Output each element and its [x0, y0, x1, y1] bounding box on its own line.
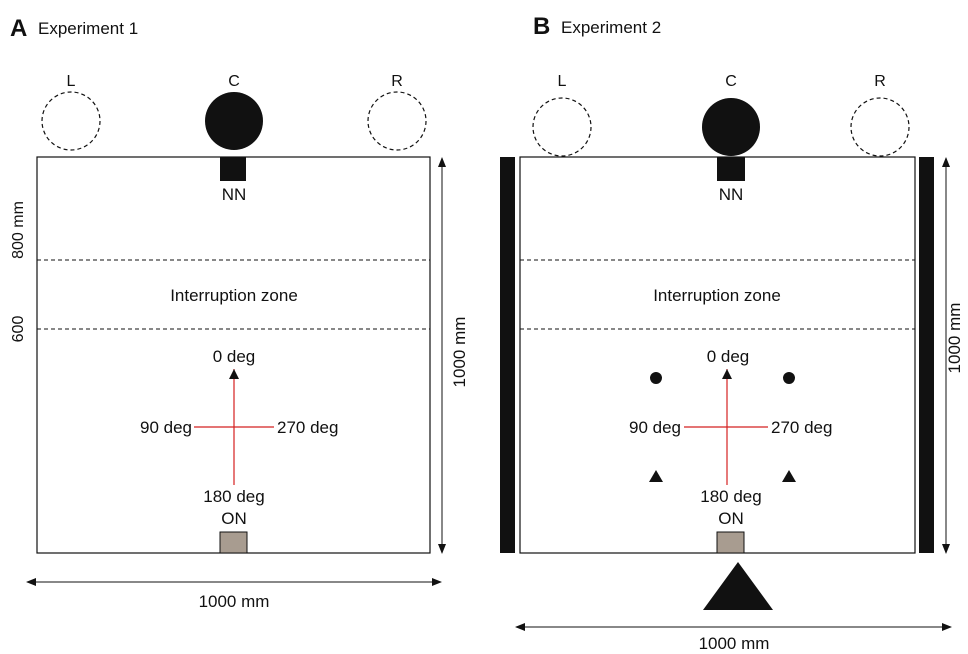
landmark-triangle-right [782, 470, 796, 482]
angle-90-label: 90 deg [140, 418, 192, 437]
speaker-left-label: L [67, 73, 76, 90]
landmark-circle-right [783, 372, 795, 384]
height-dimension-label: 1000 mm [945, 303, 964, 374]
on-box [716, 531, 745, 554]
nn-box [220, 157, 246, 181]
heading-arrow-icon [229, 369, 239, 379]
angle-180-label: 180 deg [203, 487, 264, 506]
speaker-center-label: C [228, 73, 240, 90]
nn-label: NN [719, 185, 744, 204]
heading-arrow-icon [722, 369, 732, 379]
angle-0-label: 0 deg [213, 347, 256, 366]
landmark-circle-left [650, 372, 662, 384]
on-label: ON [718, 509, 744, 528]
panel-a-letter: A [10, 15, 27, 42]
speaker-left-icon [41, 91, 101, 151]
angle-270-label: 270 deg [771, 418, 832, 437]
tick-800-label: 800 mm [10, 201, 27, 259]
angle-90-label: 90 deg [629, 418, 681, 437]
right-wall [919, 157, 934, 553]
width-dimension-label: 1000 mm [699, 634, 770, 653]
nn-label: NN [222, 185, 247, 204]
speaker-right-label: R [874, 73, 886, 90]
speaker-right-icon [850, 97, 910, 157]
panel-b-title: Experiment 2 [561, 18, 661, 37]
speaker-center-label: C [725, 73, 737, 90]
angle-0-label: 0 deg [707, 347, 750, 366]
speaker-left-icon [532, 97, 592, 157]
nn-box [717, 157, 745, 181]
interruption-zone-label: Interruption zone [653, 286, 781, 305]
angle-270-label: 270 deg [277, 418, 338, 437]
panel-b: B Experiment 2 L C R NN Interruption zon… [500, 13, 964, 653]
speaker-center-icon [205, 92, 263, 150]
left-wall [500, 157, 515, 553]
panel-b-letter: B [533, 13, 550, 40]
speaker-center-icon [702, 98, 760, 156]
on-box [219, 531, 248, 554]
height-dimension-label: 1000 mm [450, 317, 469, 388]
panel-a: A Experiment 1 L C R NN Interruption zon… [10, 15, 469, 611]
angle-180-label: 180 deg [700, 487, 761, 506]
landmark-triangle-left [649, 470, 663, 482]
speaker-left-label: L [558, 73, 567, 90]
on-label: ON [221, 509, 247, 528]
speaker-right-label: R [391, 73, 403, 90]
width-dimension-label: 1000 mm [199, 592, 270, 611]
observer-triangle [703, 562, 773, 610]
speaker-right-icon [367, 91, 427, 151]
interruption-zone-label: Interruption zone [170, 286, 298, 305]
panel-a-title: Experiment 1 [38, 19, 138, 38]
tick-600-label: 600 [10, 316, 27, 343]
